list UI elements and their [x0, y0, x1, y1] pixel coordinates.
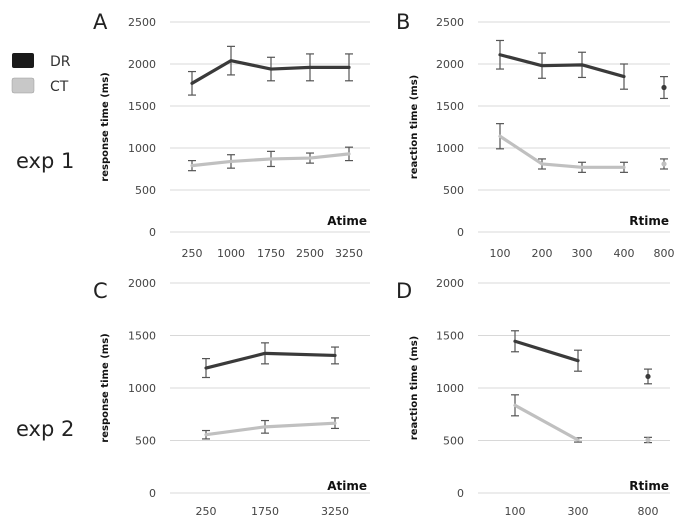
panel-a-plot: 0 500 1000 1500 2000 2500 250 1000 1750 2500 3250	[128, 16, 370, 260]
panel-letter-b: B	[396, 10, 410, 34]
panel-d-ytick-label: 2000	[436, 277, 464, 290]
panel-b-dr-point	[661, 84, 667, 91]
row-label-exp1: exp 1	[16, 149, 74, 173]
panel-d-xtick-label: 100	[505, 505, 526, 516]
panel-c-xtick-label: 3250	[321, 505, 349, 516]
panel-c-ct-line	[204, 421, 337, 437]
panel-c-xtick-label: 250	[196, 505, 217, 516]
panel-b-ytick-label: 2000	[436, 58, 464, 71]
panel-d-dr-line	[513, 339, 580, 363]
panel-c-ytick-label: 0	[149, 487, 156, 500]
panel-letter-a: A	[93, 10, 108, 34]
panel-a-ytick-label: 2000	[128, 58, 156, 71]
panel-b-xname: Rtime	[629, 214, 669, 228]
panel-b-ytick-label: 1000	[436, 142, 464, 155]
panel-d-ytick-label: 500	[443, 435, 464, 448]
panel-b-ytick-label: 0	[457, 226, 464, 239]
panel-a-ytick-label: 1500	[128, 100, 156, 113]
panel-b-ytick-label: 1500	[436, 100, 464, 113]
panel-a-ylabel: response time (ms)	[100, 72, 111, 181]
panel-c-ytick-label: 1500	[128, 330, 156, 343]
panel-c-plot: 0 500 1000 1500 2000 250 1750 3250	[128, 277, 370, 516]
panel-a-xtick-label: 250	[182, 247, 203, 260]
panel-d-ct-point	[645, 437, 651, 443]
panel-d-xtick-label: 300	[568, 505, 589, 516]
panel-c-ytick-label: 1000	[128, 382, 156, 395]
panel-d-xtick-label: 800	[638, 505, 659, 516]
panel-c-xtick-label: 1750	[251, 505, 279, 516]
panel-a-ytick-label: 1000	[128, 142, 156, 155]
panel-c-ytick-label: 2000	[128, 277, 156, 290]
legend-label-ct: CT	[50, 79, 69, 95]
panel-a-ytick-label: 500	[135, 184, 156, 197]
panel-c-ytick-label: 500	[135, 435, 156, 448]
panel-b-ct-line	[498, 134, 626, 169]
panel-b-xtick-label: 300	[572, 247, 593, 260]
panel-a: A response time (ms) Atime 0 500 1000 1500 2…	[93, 10, 370, 260]
panel-c-dr-line	[204, 351, 337, 370]
panel-c-xname: Atime	[327, 479, 367, 493]
panel-letter-c: C	[93, 279, 108, 303]
panel-d-ytick-label: 1000	[436, 382, 464, 395]
panel-d-ytick-label: 1500	[436, 330, 464, 343]
panel-a-xname: Atime	[327, 214, 367, 228]
panel-d: D reaction time (ms) Rtime 0 500 1000 1500 2…	[396, 277, 670, 516]
panel-b-dr-line	[498, 53, 626, 79]
panel-a-xtick-label: 1750	[257, 247, 285, 260]
panel-d-dr-point	[645, 373, 651, 380]
panel-a-xtick-label: 3250	[335, 247, 363, 260]
panel-a-xtick-label: 1000	[217, 247, 245, 260]
panel-d-ylabel: reaction time (ms)	[409, 336, 420, 440]
panel-d-xname: Rtime	[629, 479, 669, 493]
panel-d-ytick-label: 0	[457, 487, 464, 500]
legend-swatch-dr	[12, 53, 34, 68]
legend: DR CT	[11, 53, 71, 95]
panel-b-ylabel: reaction time (ms)	[409, 75, 420, 179]
panel-b-ct-point	[661, 161, 667, 167]
legend-label-dr: DR	[50, 54, 71, 70]
panel-b-plot: 0 500 1000 1500 2000 2500 100 200 300 400 800	[436, 16, 675, 260]
panel-b-ytick-label: 500	[443, 184, 464, 197]
panel-b-xtick-label: 200	[532, 247, 553, 260]
panel-b-ytick-label: 2500	[436, 16, 464, 29]
panel-d-plot: 0 500 1000 1500 2000 100 300 800	[436, 277, 670, 516]
panel-b-xtick-label: 100	[490, 247, 511, 260]
panel-d-ct-line	[513, 403, 580, 442]
panel-c-ylabel: response time (ms)	[100, 333, 111, 442]
panel-a-ytick-label: 2500	[128, 16, 156, 29]
panel-a-ytick-label: 0	[149, 226, 156, 239]
row-label-exp2: exp 2	[16, 417, 74, 441]
panel-b-xtick-label: 800	[654, 247, 675, 260]
panel-b: B reaction time (ms) Rtime 0 500 1000 1500 2…	[396, 10, 675, 260]
panel-a-ct-line	[190, 152, 351, 168]
legend-swatch-ct	[11, 77, 35, 94]
panel-b-xtick-label: 400	[614, 247, 635, 260]
panel-a-dr-line	[190, 59, 351, 85]
panel-letter-d: D	[396, 279, 412, 303]
panel-a-xtick-label: 2500	[296, 247, 324, 260]
panel-c: C response time (ms) Atime 0 500 1000 1500 2…	[93, 277, 370, 516]
